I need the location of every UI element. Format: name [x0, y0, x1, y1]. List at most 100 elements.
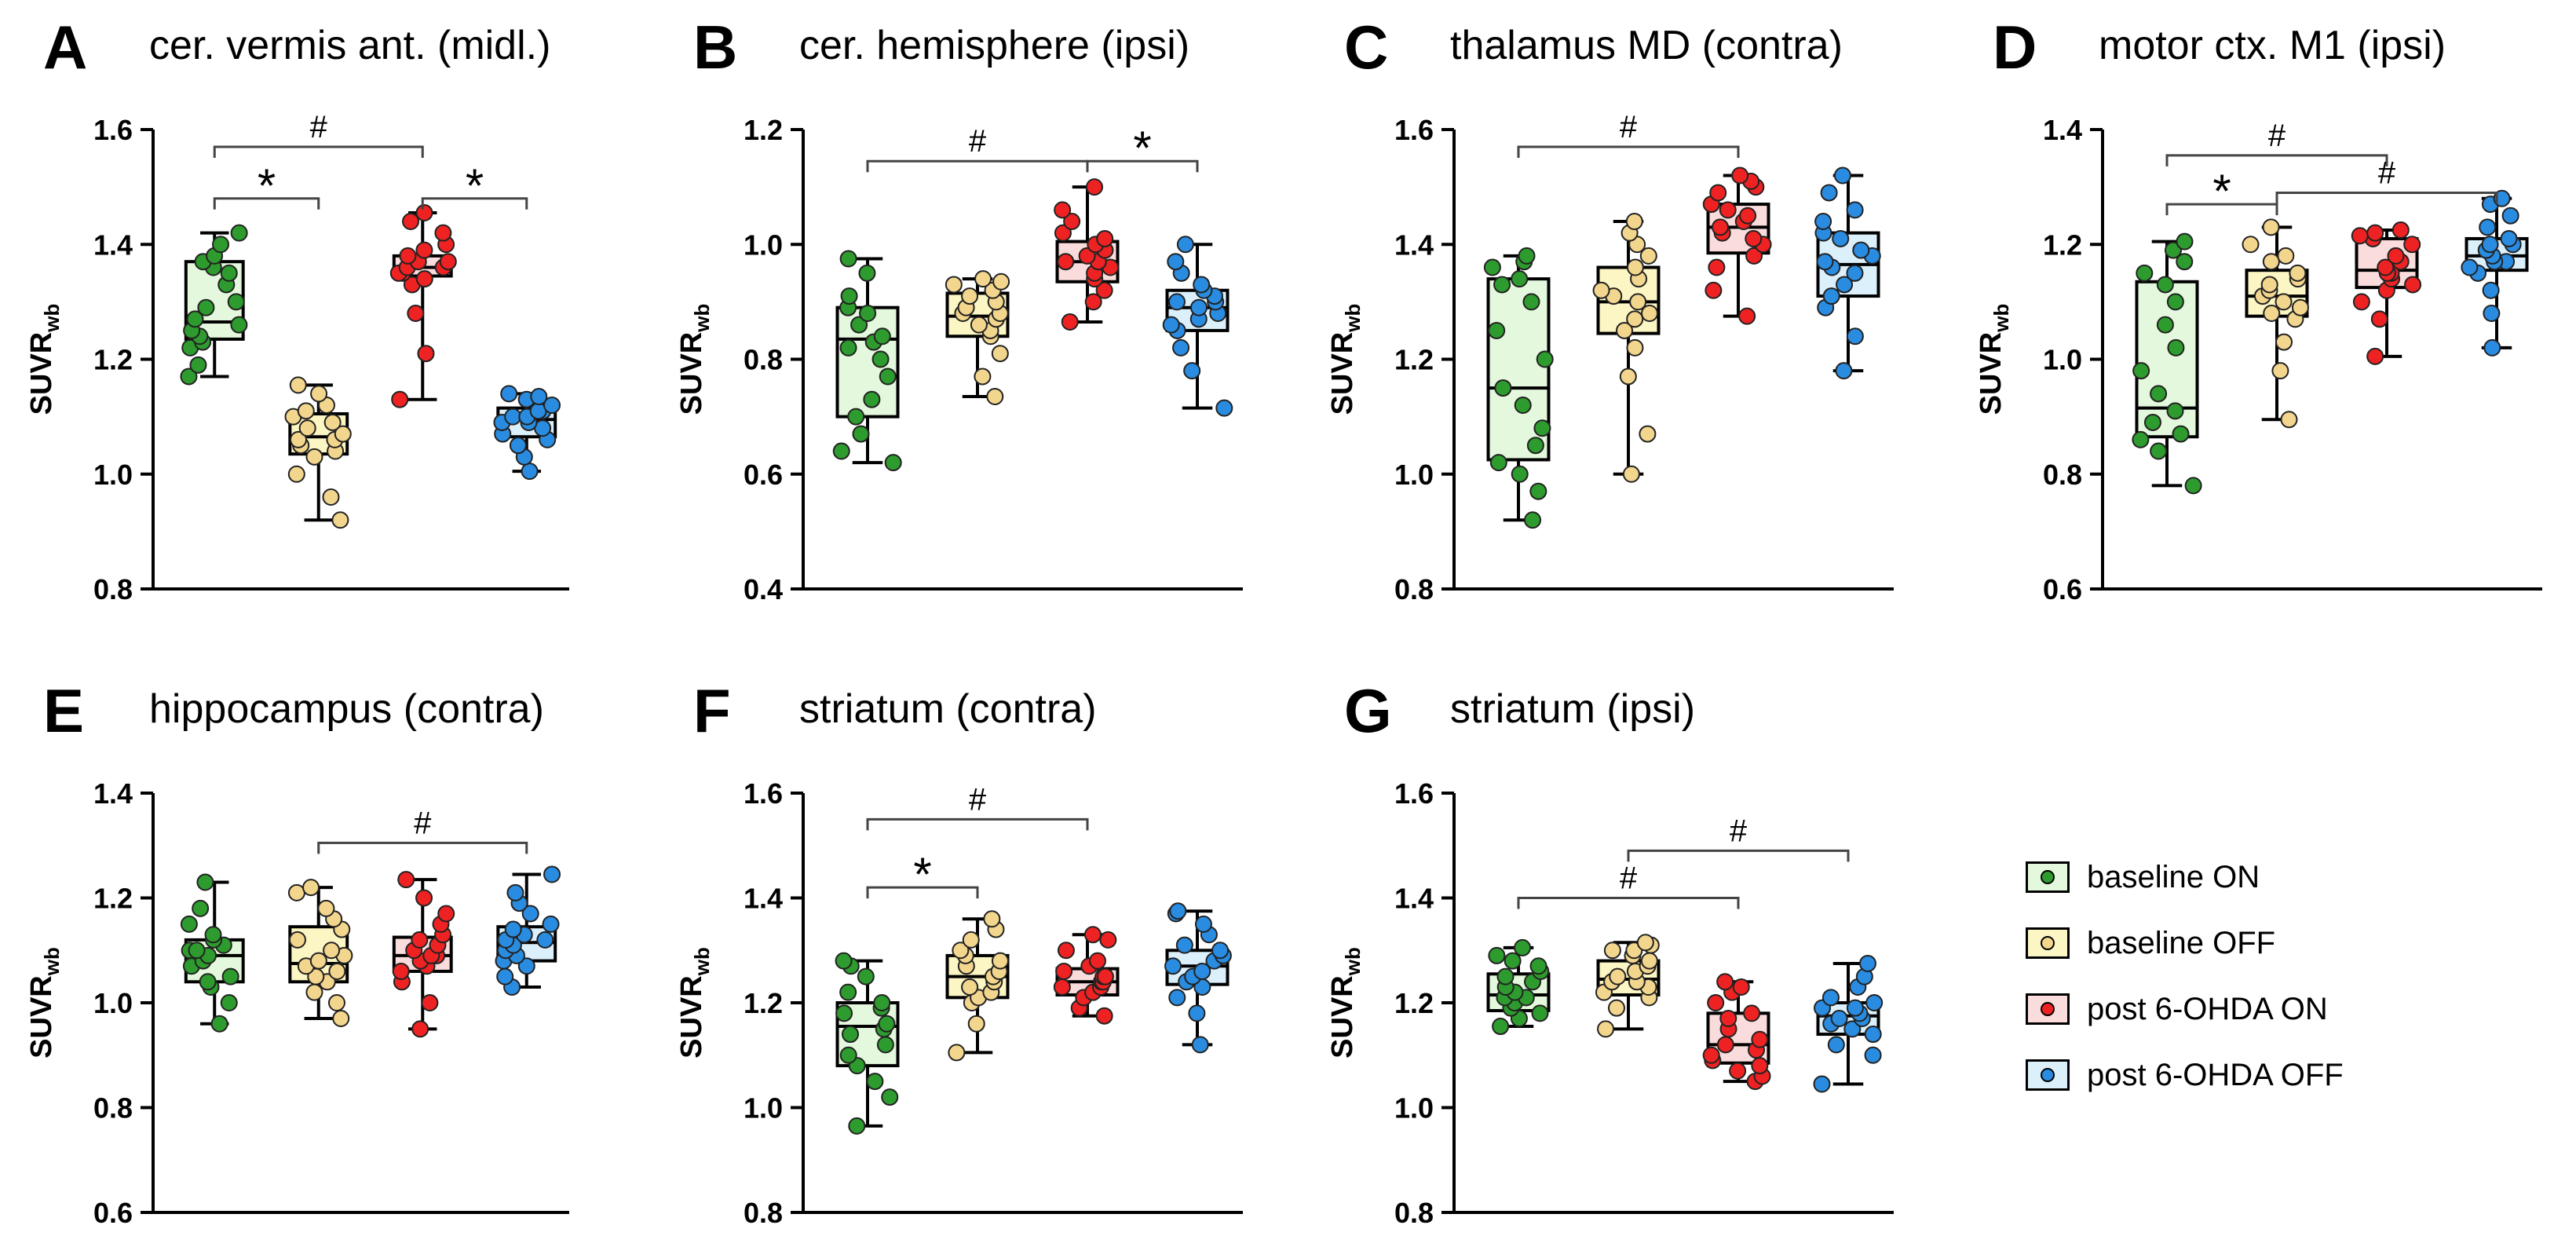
y-tick-label: 1.2 [1394, 344, 1434, 376]
data-point [1189, 298, 1208, 316]
data-point [1494, 379, 1512, 397]
panel-title: hippocampus (contra) [149, 686, 544, 732]
panel-letter: F [693, 676, 731, 745]
data-point [2483, 338, 2501, 357]
data-point [2366, 347, 2384, 365]
data-point [297, 402, 315, 420]
y-tick-label: 0.8 [744, 1197, 783, 1229]
data-point [2262, 253, 2280, 271]
significance-bracket: * [213, 159, 320, 212]
legend-label: baseline ON [2087, 859, 2260, 894]
data-point [1640, 952, 1658, 970]
y-axis-label: SUVRwb [1326, 947, 1365, 1059]
significance-star: * [1133, 122, 1151, 174]
data-point [2136, 264, 2154, 282]
y-tick-label: 1.6 [93, 114, 133, 146]
box-post-6-ohda-on [1054, 178, 1120, 331]
data-point [1822, 287, 1840, 305]
data-point [1488, 946, 1506, 964]
panel-title: thalamus MD (contra) [1450, 23, 1843, 68]
panel-letter: B [693, 13, 737, 82]
data-point [186, 310, 204, 328]
box-post-6-ohda-off [493, 385, 561, 481]
data-point [309, 952, 327, 970]
significance-bracket: # [213, 110, 424, 158]
data-point [434, 224, 452, 242]
panel-title: striatum (ipsi) [1450, 686, 1695, 732]
data-point [1827, 1036, 1845, 1054]
y-tick-label: 0.8 [1394, 573, 1434, 605]
data-point [1639, 425, 1657, 443]
data-point [2277, 247, 2295, 265]
data-point [1626, 258, 1644, 276]
significance-hash: # [1730, 814, 1748, 848]
data-point [204, 926, 222, 944]
data-point [873, 994, 891, 1011]
data-point [1709, 184, 1727, 202]
data-point [1622, 465, 1640, 483]
data-point [287, 465, 305, 483]
data-point [991, 952, 1009, 970]
y-tick-label: 1.4 [1394, 229, 1434, 261]
legend-dot-icon [2041, 1002, 2055, 1016]
data-point [1063, 213, 1081, 230]
y-axis-label: SUVRwb [25, 947, 64, 1059]
bracket-line [317, 841, 528, 854]
legend: baseline ON baseline OFF post 6-OHDA ON … [2026, 844, 2344, 1108]
data-point [411, 931, 429, 949]
data-point [1175, 936, 1193, 954]
bracket-line [1517, 145, 1740, 158]
data-point [1054, 201, 1072, 219]
data-point [1096, 229, 1114, 247]
data-point [1511, 270, 1529, 288]
box-baseline-off [2242, 218, 2309, 429]
data-point [1592, 281, 1610, 299]
data-point [1054, 224, 1072, 242]
y-tick-label: 0.8 [1394, 1197, 1434, 1229]
data-point [1609, 967, 1627, 986]
box-baseline-on [832, 250, 902, 472]
significance-hash: # [1620, 110, 1638, 144]
data-point [879, 368, 897, 386]
legend-dot-icon [2041, 870, 2055, 884]
data-point [230, 316, 248, 334]
box-baseline-off [945, 270, 1010, 406]
data-point [2391, 221, 2410, 239]
data-point [974, 270, 992, 288]
panel-letter: A [43, 13, 87, 82]
significance-bracket: # [1517, 861, 1740, 909]
data-point [2242, 236, 2260, 254]
data-point [289, 376, 307, 394]
data-point [1846, 264, 1864, 282]
data-point [1864, 1026, 1882, 1044]
data-point [1529, 482, 1547, 500]
significance-bracket: # [1517, 110, 1740, 158]
data-point [1814, 213, 1832, 230]
legend-item-post-6ohda-on: post 6-OHDA ON [2026, 976, 2344, 1042]
y-tick-label: 1.4 [744, 883, 783, 915]
box-post-6-ohda-off [1164, 902, 1232, 1054]
significance-bracket: # [2275, 155, 2498, 204]
y-tick-label: 1.2 [93, 883, 133, 915]
box-baseline-on [180, 873, 245, 1033]
y-tick-label: 1.0 [93, 987, 133, 1019]
significance-star: * [258, 159, 276, 212]
data-point [848, 1117, 866, 1135]
data-point [2172, 425, 2190, 443]
data-point [839, 250, 857, 268]
significance-star: * [466, 159, 484, 212]
bracket-line [213, 197, 320, 210]
box-baseline-off [284, 376, 352, 529]
data-point [317, 899, 335, 917]
significance-bracket: # [2165, 119, 2388, 166]
box-post-6-ohda-on [1702, 166, 1772, 325]
data-point [2132, 362, 2150, 380]
data-point [1745, 229, 1763, 247]
data-point [858, 264, 876, 282]
data-point [290, 430, 308, 448]
y-tick-label: 0.6 [2043, 573, 2082, 605]
significance-star: * [2212, 165, 2231, 218]
bracket-line [1086, 159, 1199, 173]
data-point [1193, 276, 1211, 294]
